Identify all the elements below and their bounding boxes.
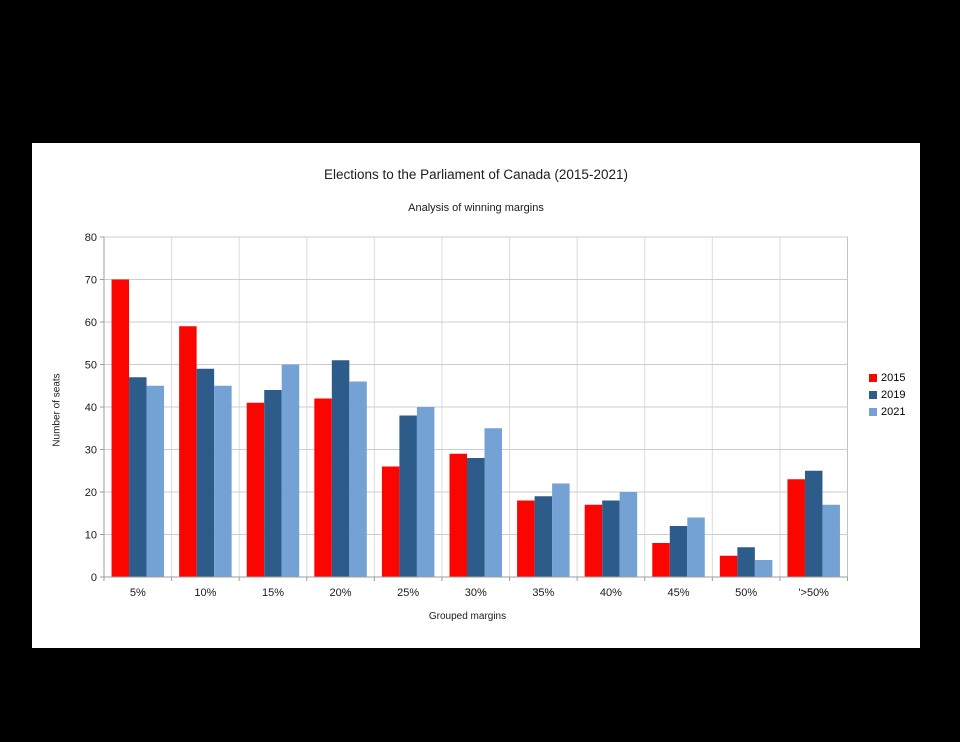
x-category-label: 45% <box>668 587 690 599</box>
legend-item: 2015 <box>869 369 905 386</box>
bar-2019-25% <box>399 415 417 577</box>
y-tick-label: 10 <box>85 530 97 542</box>
x-category-label: 5% <box>130 587 146 599</box>
y-tick-label: 50 <box>85 360 97 372</box>
y-tick-label: 70 <box>85 275 97 287</box>
bar-2021-35% <box>552 483 570 577</box>
bar-2021-25% <box>416 407 435 577</box>
legend-swatch-icon <box>869 373 877 382</box>
bar-2019-50% <box>737 547 755 577</box>
x-category-label: 40% <box>600 587 622 599</box>
bar-2019-'>50% <box>804 470 823 577</box>
bar-2019-15% <box>264 390 282 577</box>
bar-2015-15% <box>246 402 265 577</box>
bar-2015-45% <box>652 543 670 577</box>
bar-2021-30% <box>484 428 502 577</box>
bar-2021-10% <box>214 385 232 577</box>
bar-2015-'>50% <box>787 479 805 577</box>
bar-2015-40% <box>584 504 603 577</box>
bar-2021-45% <box>687 517 705 577</box>
bar-2019-5% <box>129 377 147 577</box>
bar-2019-10% <box>196 368 215 577</box>
bar-2015-10% <box>179 326 197 577</box>
chart-title: Elections to the Parliament of Canada (2… <box>324 167 628 182</box>
x-category-label: 10% <box>194 587 216 599</box>
bar-2015-50% <box>719 555 738 577</box>
bar-2021-5% <box>146 385 165 577</box>
x-category-label: 15% <box>262 587 284 599</box>
chart-subtitle: Analysis of winning margins <box>408 202 544 214</box>
bar-2019-45% <box>669 526 688 577</box>
bar-2015-20% <box>314 398 332 577</box>
bar-2015-5% <box>111 279 130 577</box>
x-axis-title: Grouped margins <box>428 611 507 622</box>
bar-chart-plot: 0 10 20 30 40 50 60 70 80 5% 10% 15% 20% 25% 30% 35% 40%… <box>85 232 848 599</box>
x-category-label: 20% <box>330 587 352 599</box>
bar-2021-15% <box>281 364 300 577</box>
legend: 2015 2019 2021 <box>869 369 905 420</box>
bar-2019-30% <box>467 458 485 577</box>
bar-2019-35% <box>534 496 553 577</box>
bar-2015-30% <box>449 453 467 577</box>
bar-2019-40% <box>602 500 620 577</box>
bar-2021-'>50% <box>822 504 840 577</box>
x-category-label: 35% <box>532 587 554 599</box>
legend-item: 2019 <box>869 386 905 403</box>
legend-swatch-icon <box>869 407 877 416</box>
x-category-label: 30% <box>465 587 487 599</box>
x-category-label: 50% <box>735 587 757 599</box>
bar-2015-25% <box>381 466 400 577</box>
y-tick-label: 30 <box>85 445 97 457</box>
legend-label: 2021 <box>881 405 906 418</box>
legend-item: 2021 <box>869 403 905 420</box>
chart-area: Elections to the Parliament of Canada (2… <box>32 143 920 648</box>
bar-2019-20% <box>331 360 350 577</box>
bar-2021-20% <box>349 381 367 577</box>
x-category-label: '>50% <box>798 587 829 599</box>
y-tick-label: 0 <box>91 572 97 584</box>
legend-swatch-icon <box>869 390 877 399</box>
bar-2021-40% <box>619 492 638 577</box>
bar-2021-50% <box>754 560 773 577</box>
y-tick-label: 40 <box>85 402 97 414</box>
legend-label: 2015 <box>881 371 906 384</box>
legend-label: 2019 <box>881 388 906 401</box>
bar-2015-35% <box>517 500 535 577</box>
y-tick-label: 80 <box>85 232 97 244</box>
y-tick-label: 60 <box>85 317 97 329</box>
x-category-label: 25% <box>397 587 419 599</box>
y-axis-title: Number of seats <box>51 373 63 447</box>
y-tick-label: 20 <box>85 487 97 499</box>
